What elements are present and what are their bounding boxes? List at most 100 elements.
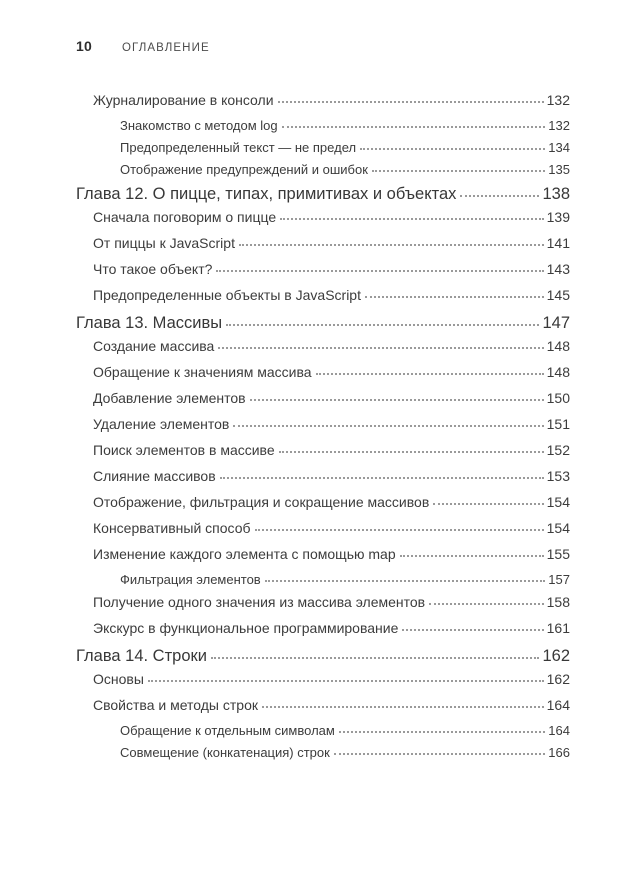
toc-entry-page: 162 <box>542 647 570 665</box>
toc-leader-dots <box>360 148 546 150</box>
toc-entry-page: 162 <box>546 671 570 687</box>
toc-entry: Консервативный способ 154 <box>93 520 570 537</box>
toc-entry-title: Консервативный способ <box>93 520 251 536</box>
toc-entry-page: 157 <box>548 572 570 587</box>
toc-entry: Свойства и методы строк 164 <box>93 697 570 714</box>
toc-leader-dots <box>280 218 544 220</box>
toc-leader-dots <box>147 680 544 682</box>
toc-entry-page: 139 <box>546 209 570 225</box>
running-header: 10 ОГЛАВЛЕНИЕ <box>76 38 570 54</box>
toc-entry: Фильтрация элементов 157 <box>120 572 570 588</box>
toc-entry: Добавление элементов 150 <box>93 390 570 407</box>
toc-leader-dots <box>333 753 546 755</box>
toc-entry-title: Экскурс в функциональное программировани… <box>93 620 399 636</box>
toc-leader-dots <box>278 451 544 453</box>
page-number: 10 <box>76 38 92 54</box>
toc-entry: Журналирование в консоли 132 <box>93 92 570 109</box>
toc-entry-page: 166 <box>548 745 570 760</box>
toc-leader-dots <box>218 347 544 349</box>
toc-leader-dots <box>402 629 544 631</box>
toc-entry-page: 164 <box>548 723 570 738</box>
toc-leader-dots <box>315 373 544 375</box>
toc-entry-page: 132 <box>548 118 570 133</box>
toc-entry-page: 148 <box>546 338 570 354</box>
toc-leader-dots <box>433 503 544 505</box>
toc-entry: Глава 13. Массивы 147 <box>76 313 570 333</box>
toc-entry: Изменение каждого элемента с помощью map… <box>93 546 570 563</box>
toc-entry: Предопределенные объекты в JavaScript 14… <box>93 287 570 304</box>
toc-entry-title: Совмещение (конкатенация) строк <box>120 745 330 760</box>
toc-entry-title: Глава 14. Строки <box>76 647 207 665</box>
toc-entry-title: Добавление элементов <box>93 390 246 406</box>
toc-entry-page: 151 <box>546 416 570 432</box>
toc-entry: Слияние массивов 153 <box>93 468 570 485</box>
toc-entry-page: 148 <box>546 364 570 380</box>
toc-leader-dots <box>277 101 544 103</box>
toc-leader-dots <box>226 324 540 326</box>
toc-leader-dots <box>254 529 544 531</box>
toc-entry-page: 155 <box>546 546 570 562</box>
toc-entry: Обращение к значениям массива 148 <box>93 364 570 381</box>
toc-entry-title: Обращение к значениям массива <box>93 364 312 380</box>
toc-entry: Что такое объект? 143 <box>93 261 570 278</box>
toc-entry: Совмещение (конкатенация) строк 166 <box>120 745 570 761</box>
toc-leader-dots <box>460 195 540 197</box>
toc-entry-title: Что такое объект? <box>93 261 213 277</box>
toc-entry-page: 141 <box>546 235 570 251</box>
toc-entry: Обращение к отдельным символам 164 <box>120 723 570 739</box>
toc-leader-dots <box>238 244 544 246</box>
toc-leader-dots <box>249 399 544 401</box>
toc-entry-title: Изменение каждого элемента с помощью map <box>93 546 396 562</box>
toc-entry: От пиццы к JavaScript 141 <box>93 235 570 252</box>
toc-entry-page: 164 <box>546 697 570 713</box>
toc-entry: Отображение, фильтрация и сокращение мас… <box>93 494 570 511</box>
toc-leader-dots <box>371 170 546 172</box>
toc-leader-dots <box>219 477 544 479</box>
toc-entry-title: Создание массива <box>93 338 215 354</box>
toc-entry-title: Глава 13. Массивы <box>76 314 223 332</box>
toc-entry-title: Глава 12. О пицце, типах, примитивах и о… <box>76 185 457 203</box>
toc-entry: Создание массива 148 <box>93 338 570 355</box>
toc-entry-title: Фильтрация элементов <box>120 572 261 587</box>
toc-entry-page: 147 <box>542 314 570 332</box>
toc-list: Журналирование в консоли 132 Знакомство … <box>76 92 570 761</box>
toc-entry-title: Предопределенные объекты в JavaScript <box>93 287 361 303</box>
toc-entry-title: Предопределенный текст — не предел <box>120 140 357 155</box>
toc-leader-dots <box>262 706 544 708</box>
toc-entry: Получение одного значения из массива эле… <box>93 594 570 611</box>
toc-entry: Поиск элементов в массиве 152 <box>93 442 570 459</box>
toc-entry: Основы 162 <box>93 671 570 688</box>
toc-entry-title: Основы <box>93 671 144 687</box>
toc-entry-page: 158 <box>546 594 570 610</box>
toc-leader-dots <box>364 296 544 298</box>
toc-entry: Глава 14. Строки 162 <box>76 646 570 666</box>
toc-leader-dots <box>338 731 546 733</box>
toc-entry-page: 161 <box>546 620 570 636</box>
toc-entry-page: 145 <box>546 287 570 303</box>
toc-entry-page: 143 <box>546 261 570 277</box>
toc-leader-dots <box>233 425 544 427</box>
toc-entry-title: Журналирование в консоли <box>93 92 274 108</box>
toc-entry-title: Обращение к отдельным символам <box>120 723 335 738</box>
toc-entry-title: Сначала поговорим о пицце <box>93 209 277 225</box>
toc-leader-dots <box>210 657 540 659</box>
toc-entry-page: 153 <box>546 468 570 484</box>
toc-entry-page: 150 <box>546 390 570 406</box>
toc-entry-page: 154 <box>546 520 570 536</box>
toc-leader-dots <box>281 126 546 128</box>
toc-leader-dots <box>264 580 546 582</box>
toc-entry-page: 132 <box>546 92 570 108</box>
toc-leader-dots <box>399 555 544 557</box>
toc-entry: Отображение предупреждений и ошибок 135 <box>120 162 570 178</box>
toc-entry-title: Слияние массивов <box>93 468 216 484</box>
toc-entry-title: Знакомство с методом log <box>120 118 278 133</box>
toc-entry-title: Отображение предупреждений и ошибок <box>120 162 368 177</box>
toc-entry-page: 152 <box>546 442 570 458</box>
toc-entry: Предопределенный текст — не предел 134 <box>120 140 570 156</box>
toc-entry-page: 154 <box>546 494 570 510</box>
toc-entry: Удаление элементов 151 <box>93 416 570 433</box>
toc-entry-title: Отображение, фильтрация и сокращение мас… <box>93 494 430 510</box>
toc-entry-title: Получение одного значения из массива эле… <box>93 594 426 610</box>
toc-entry: Экскурс в функциональное программировани… <box>93 620 570 637</box>
